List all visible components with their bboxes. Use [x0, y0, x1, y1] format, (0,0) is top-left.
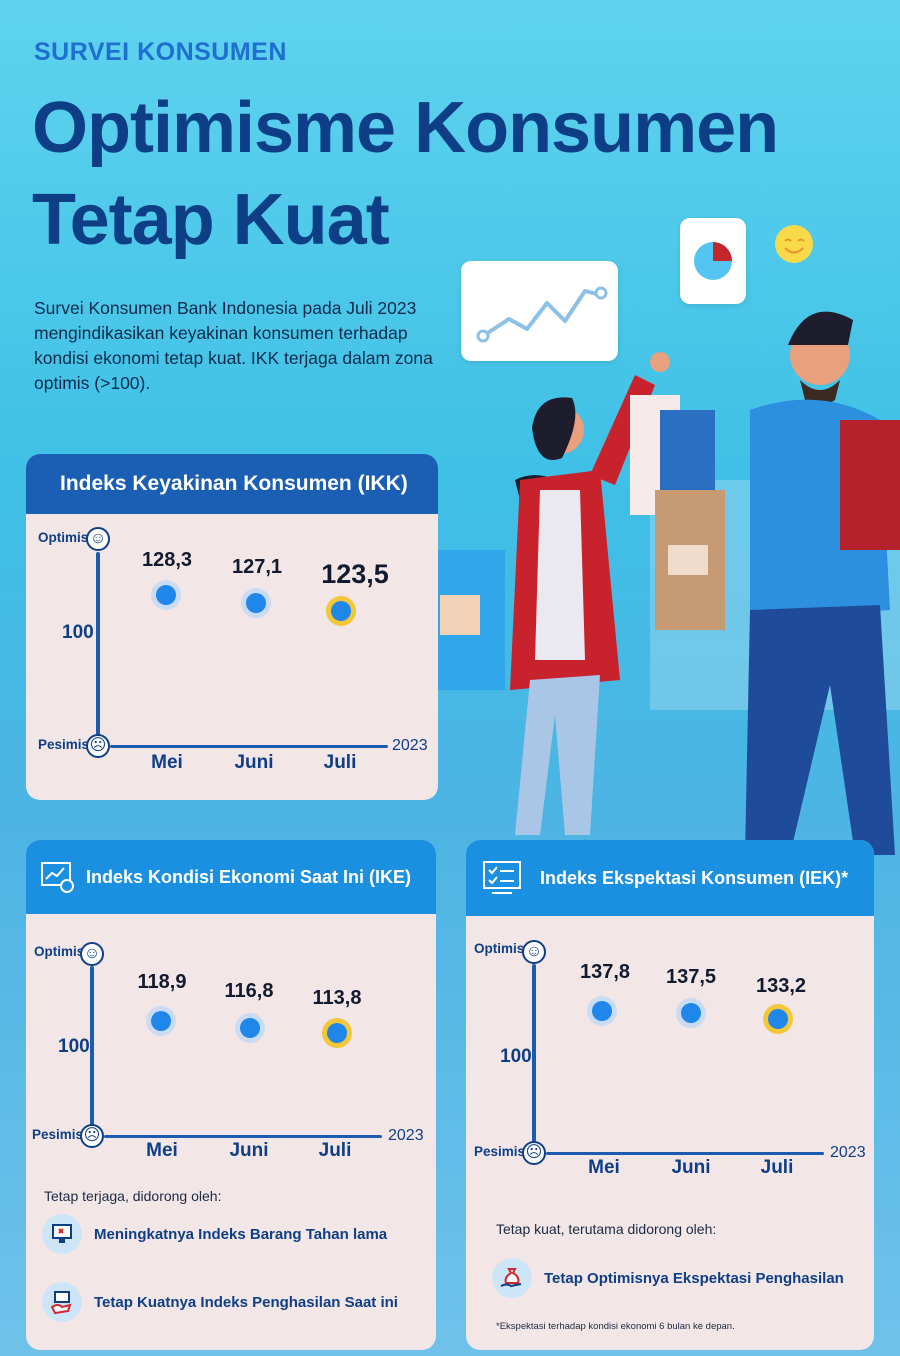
- ike-point-juni: [235, 1013, 265, 1043]
- ike-title: Indeks Kondisi Ekonomi Saat Ini (IKE): [86, 866, 412, 887]
- iek-baseline-label: 100: [500, 1046, 532, 1067]
- iek-value-juni: 137,5: [665, 966, 717, 988]
- monitor-chart-icon: [41, 862, 74, 893]
- income-hand-icon: [42, 1282, 82, 1322]
- ike-point-mei: [146, 1006, 176, 1036]
- ike-y-axis: [90, 966, 94, 1126]
- iek-sad-face-icon: ☹: [522, 1141, 546, 1165]
- ikk-value-juni: 127,1: [231, 556, 283, 578]
- kicker: SURVEI KONSUMEN: [34, 38, 287, 66]
- ikk-value-mei: 128,3: [141, 549, 193, 571]
- pie-chart-icon: [694, 242, 732, 280]
- ikk-title: Indeks Keyakinan Konsumen (IKK): [60, 472, 408, 495]
- computer-icon: [42, 1214, 82, 1254]
- iek-driver-1: Tetap Optimisnya Ekspektasi Penghasilan: [492, 1258, 844, 1298]
- ike-baseline-label: 100: [58, 1036, 90, 1057]
- ike-panel: Indeks Kondisi Ekonomi Saat Ini (IKE) Op…: [26, 840, 436, 1350]
- ike-x-axis: [104, 1135, 382, 1138]
- money-bag-hand-icon: [492, 1258, 532, 1298]
- ike-header: Indeks Kondisi Ekonomi Saat Ini (IKE): [26, 840, 436, 914]
- iek-point-juli: [763, 1004, 793, 1034]
- ike-year-label: 2023: [388, 1127, 424, 1144]
- line-chart-card: [461, 261, 618, 361]
- ikk-value-juli: 123,5: [321, 559, 389, 589]
- iek-panel: Indeks Ekspektasi Konsumen (IEK)* Optimi…: [466, 840, 874, 1350]
- page-title: Optimisme Konsumen Tetap Kuat: [32, 82, 779, 266]
- ike-happy-face-icon: ☺: [80, 942, 104, 966]
- ikk-y-axis: [96, 552, 100, 742]
- ikk-month-juli: Juli: [323, 752, 357, 773]
- title-line-1: Optimisme Konsumen: [32, 88, 779, 168]
- intro-text: Survei Konsumen Bank Indonesia pada Juli…: [34, 298, 433, 393]
- ikk-header: Indeks Keyakinan Konsumen (IKK): [26, 454, 438, 514]
- iek-header: Indeks Ekspektasi Konsumen (IEK)*: [466, 840, 874, 916]
- ikk-point-juli: [326, 596, 356, 626]
- iek-optimis-label: Optimis: [474, 941, 525, 956]
- iek-value-mei: 137,8: [579, 961, 631, 983]
- ikk-pesimis-label: Pesimis: [38, 737, 90, 752]
- line-chart-icon: [476, 286, 608, 343]
- ike-point-juli: [322, 1018, 352, 1048]
- iek-x-axis: [546, 1152, 824, 1155]
- ikk-point-juni: [241, 588, 271, 618]
- ikk-panel: Indeks Keyakinan Konsumen (IKK) Optimis …: [26, 454, 438, 800]
- iek-footnote: *Ekspektasi terhadap kondisi ekonomi 6 b…: [496, 1321, 735, 1332]
- iek-drivers-title: Tetap kuat, terutama didorong oleh:: [496, 1221, 717, 1237]
- smiley-icon: [775, 225, 813, 263]
- ike-driver-1: Meningkatnya Indeks Barang Tahan lama: [42, 1214, 387, 1254]
- checklist-monitor-icon: [483, 861, 521, 894]
- ike-month-juni: Juni: [229, 1140, 269, 1161]
- ikk-happy-face-icon: ☺: [86, 527, 110, 551]
- iek-year-label: 2023: [830, 1144, 866, 1161]
- iek-point-mei: [587, 996, 617, 1026]
- ike-month-mei: Mei: [146, 1140, 178, 1161]
- iek-month-mei: Mei: [588, 1157, 620, 1178]
- ikk-baseline-label: 100: [62, 622, 94, 643]
- iek-y-axis: [532, 964, 536, 1142]
- ike-drivers-title: Tetap terjaga, didorong oleh:: [44, 1188, 222, 1204]
- ikk-month-mei: Mei: [151, 752, 183, 773]
- iek-pesimis-label: Pesimis: [474, 1144, 526, 1159]
- pie-chart-card: [680, 218, 746, 304]
- iek-happy-face-icon: ☺: [522, 940, 546, 964]
- iek-point-juni: [676, 998, 706, 1028]
- ikk-point-mei: [151, 580, 181, 610]
- ikk-x-axis: [110, 745, 388, 748]
- ike-value-juni: 116,8: [224, 980, 274, 1002]
- iek-value-juli: 133,2: [755, 975, 807, 997]
- title-line-2: Tetap Kuat: [32, 180, 390, 260]
- ike-month-juli: Juli: [318, 1140, 352, 1161]
- iek-driver-1-text: Tetap Optimisnya Ekspektasi Penghasilan: [544, 1269, 844, 1287]
- ike-value-mei: 118,9: [137, 971, 187, 993]
- ike-driver-2: Tetap Kuatnya Indeks Penghasilan Saat in…: [42, 1282, 398, 1322]
- iek-month-juni: Juni: [671, 1157, 711, 1178]
- iek-title: Indeks Ekspektasi Konsumen (IEK)*: [540, 867, 849, 888]
- ikk-optimis-label: Optimis: [38, 530, 89, 545]
- ike-driver-1-text: Meningkatnya Indeks Barang Tahan lama: [94, 1225, 388, 1243]
- ikk-sad-face-icon: ☹: [86, 734, 110, 758]
- shoppers-illustration: [435, 311, 900, 855]
- ike-optimis-label: Optimis: [34, 944, 85, 959]
- ikk-month-juni: Juni: [234, 752, 274, 773]
- ike-sad-face-icon: ☹: [80, 1124, 104, 1148]
- iek-month-juli: Juli: [760, 1157, 794, 1178]
- ike-value-juli: 113,8: [312, 987, 362, 1009]
- ikk-year-label: 2023: [392, 737, 428, 754]
- ike-pesimis-label: Pesimis: [32, 1127, 84, 1142]
- ike-driver-2-text: Tetap Kuatnya Indeks Penghasilan Saat in…: [94, 1293, 398, 1311]
